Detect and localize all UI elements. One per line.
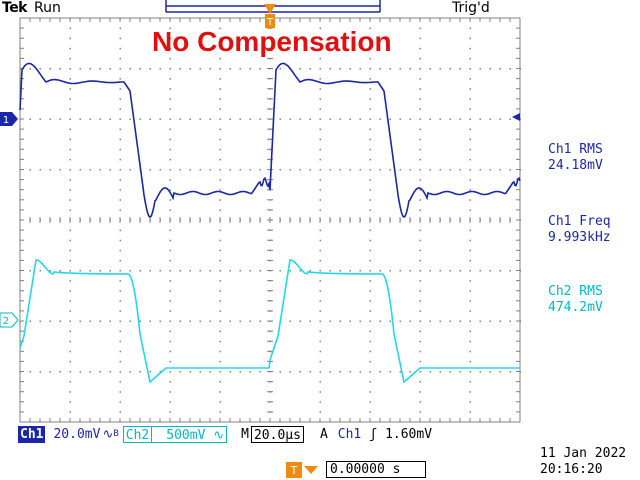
measurement-label: Ch1 RMS <box>548 142 603 157</box>
trigger-level[interactable]: 1.60mV <box>385 427 433 442</box>
annotation-title: No Compensation <box>152 26 392 57</box>
brand-logo: Tek <box>2 0 28 16</box>
datetime: 11 Jan 2022 20:16:20 <box>540 446 626 478</box>
ch2-label[interactable]: Ch2 <box>122 426 153 443</box>
ch1-coupling-icon: ∿ <box>102 427 114 442</box>
trigger-source[interactable]: Ch1 <box>337 427 362 442</box>
measurement-ch1-freq[interactable]: Ch1 Freq 9.993kHz <box>548 214 611 246</box>
measurement-label: Ch2 RMS <box>548 284 603 299</box>
ch1-scale[interactable]: 20.0mV <box>53 427 101 442</box>
trigger-state: Trig'd <box>452 0 490 16</box>
svg-text:T: T <box>290 464 298 477</box>
trigger-position-icon[interactable]: T <box>264 4 276 28</box>
ch2-ground-marker-icon[interactable]: 2 <box>0 312 19 328</box>
ch2-marker-label: 2 <box>3 316 9 327</box>
acquisition-state: Run <box>34 0 61 16</box>
ch1-label[interactable]: Ch1 <box>18 426 46 443</box>
trigger-prefix: A <box>319 427 328 442</box>
channel-status-bar: Ch1 20.0mV ∿ B Ch2 500mV ∿ M 20.0µs A Ch… <box>18 426 524 443</box>
ch2-waveform <box>19 259 520 384</box>
measurement-value: 24.18mV <box>548 158 603 173</box>
timebase-prefix: M <box>241 427 249 442</box>
ch2-coupling-icon: ∿ <box>213 428 225 443</box>
horizontal-position[interactable]: 0.00000 s <box>326 461 426 478</box>
measurement-value: 9.993kHz <box>548 230 611 245</box>
ch1-bandwidth-limit: B <box>113 429 119 439</box>
timebase-scale[interactable]: 20.0µs <box>250 426 304 443</box>
ch1-waveform <box>19 62 521 218</box>
time: 20:16:20 <box>540 462 603 477</box>
trigger-level-icon[interactable] <box>512 113 520 121</box>
ch1-marker-label: 1 <box>3 115 9 126</box>
measurement-ch1-rms[interactable]: Ch1 RMS 24.18mV <box>548 142 603 174</box>
date: 11 Jan 2022 <box>540 446 627 461</box>
ch2-scale-box[interactable]: 500mV ∿ <box>152 426 228 443</box>
trigger-arrow-icon: T <box>286 462 318 478</box>
measurement-label: Ch1 Freq <box>548 214 611 229</box>
measurement-ch2-rms[interactable]: Ch2 RMS 474.2mV <box>548 284 603 316</box>
ch2-scale: 500mV <box>166 428 206 443</box>
ch1-ground-marker-icon[interactable]: 1 <box>0 112 18 126</box>
measurement-value: 474.2mV <box>548 300 603 315</box>
trigger-slope-icon: ʃ <box>369 427 378 442</box>
svg-text:T: T <box>266 17 274 28</box>
